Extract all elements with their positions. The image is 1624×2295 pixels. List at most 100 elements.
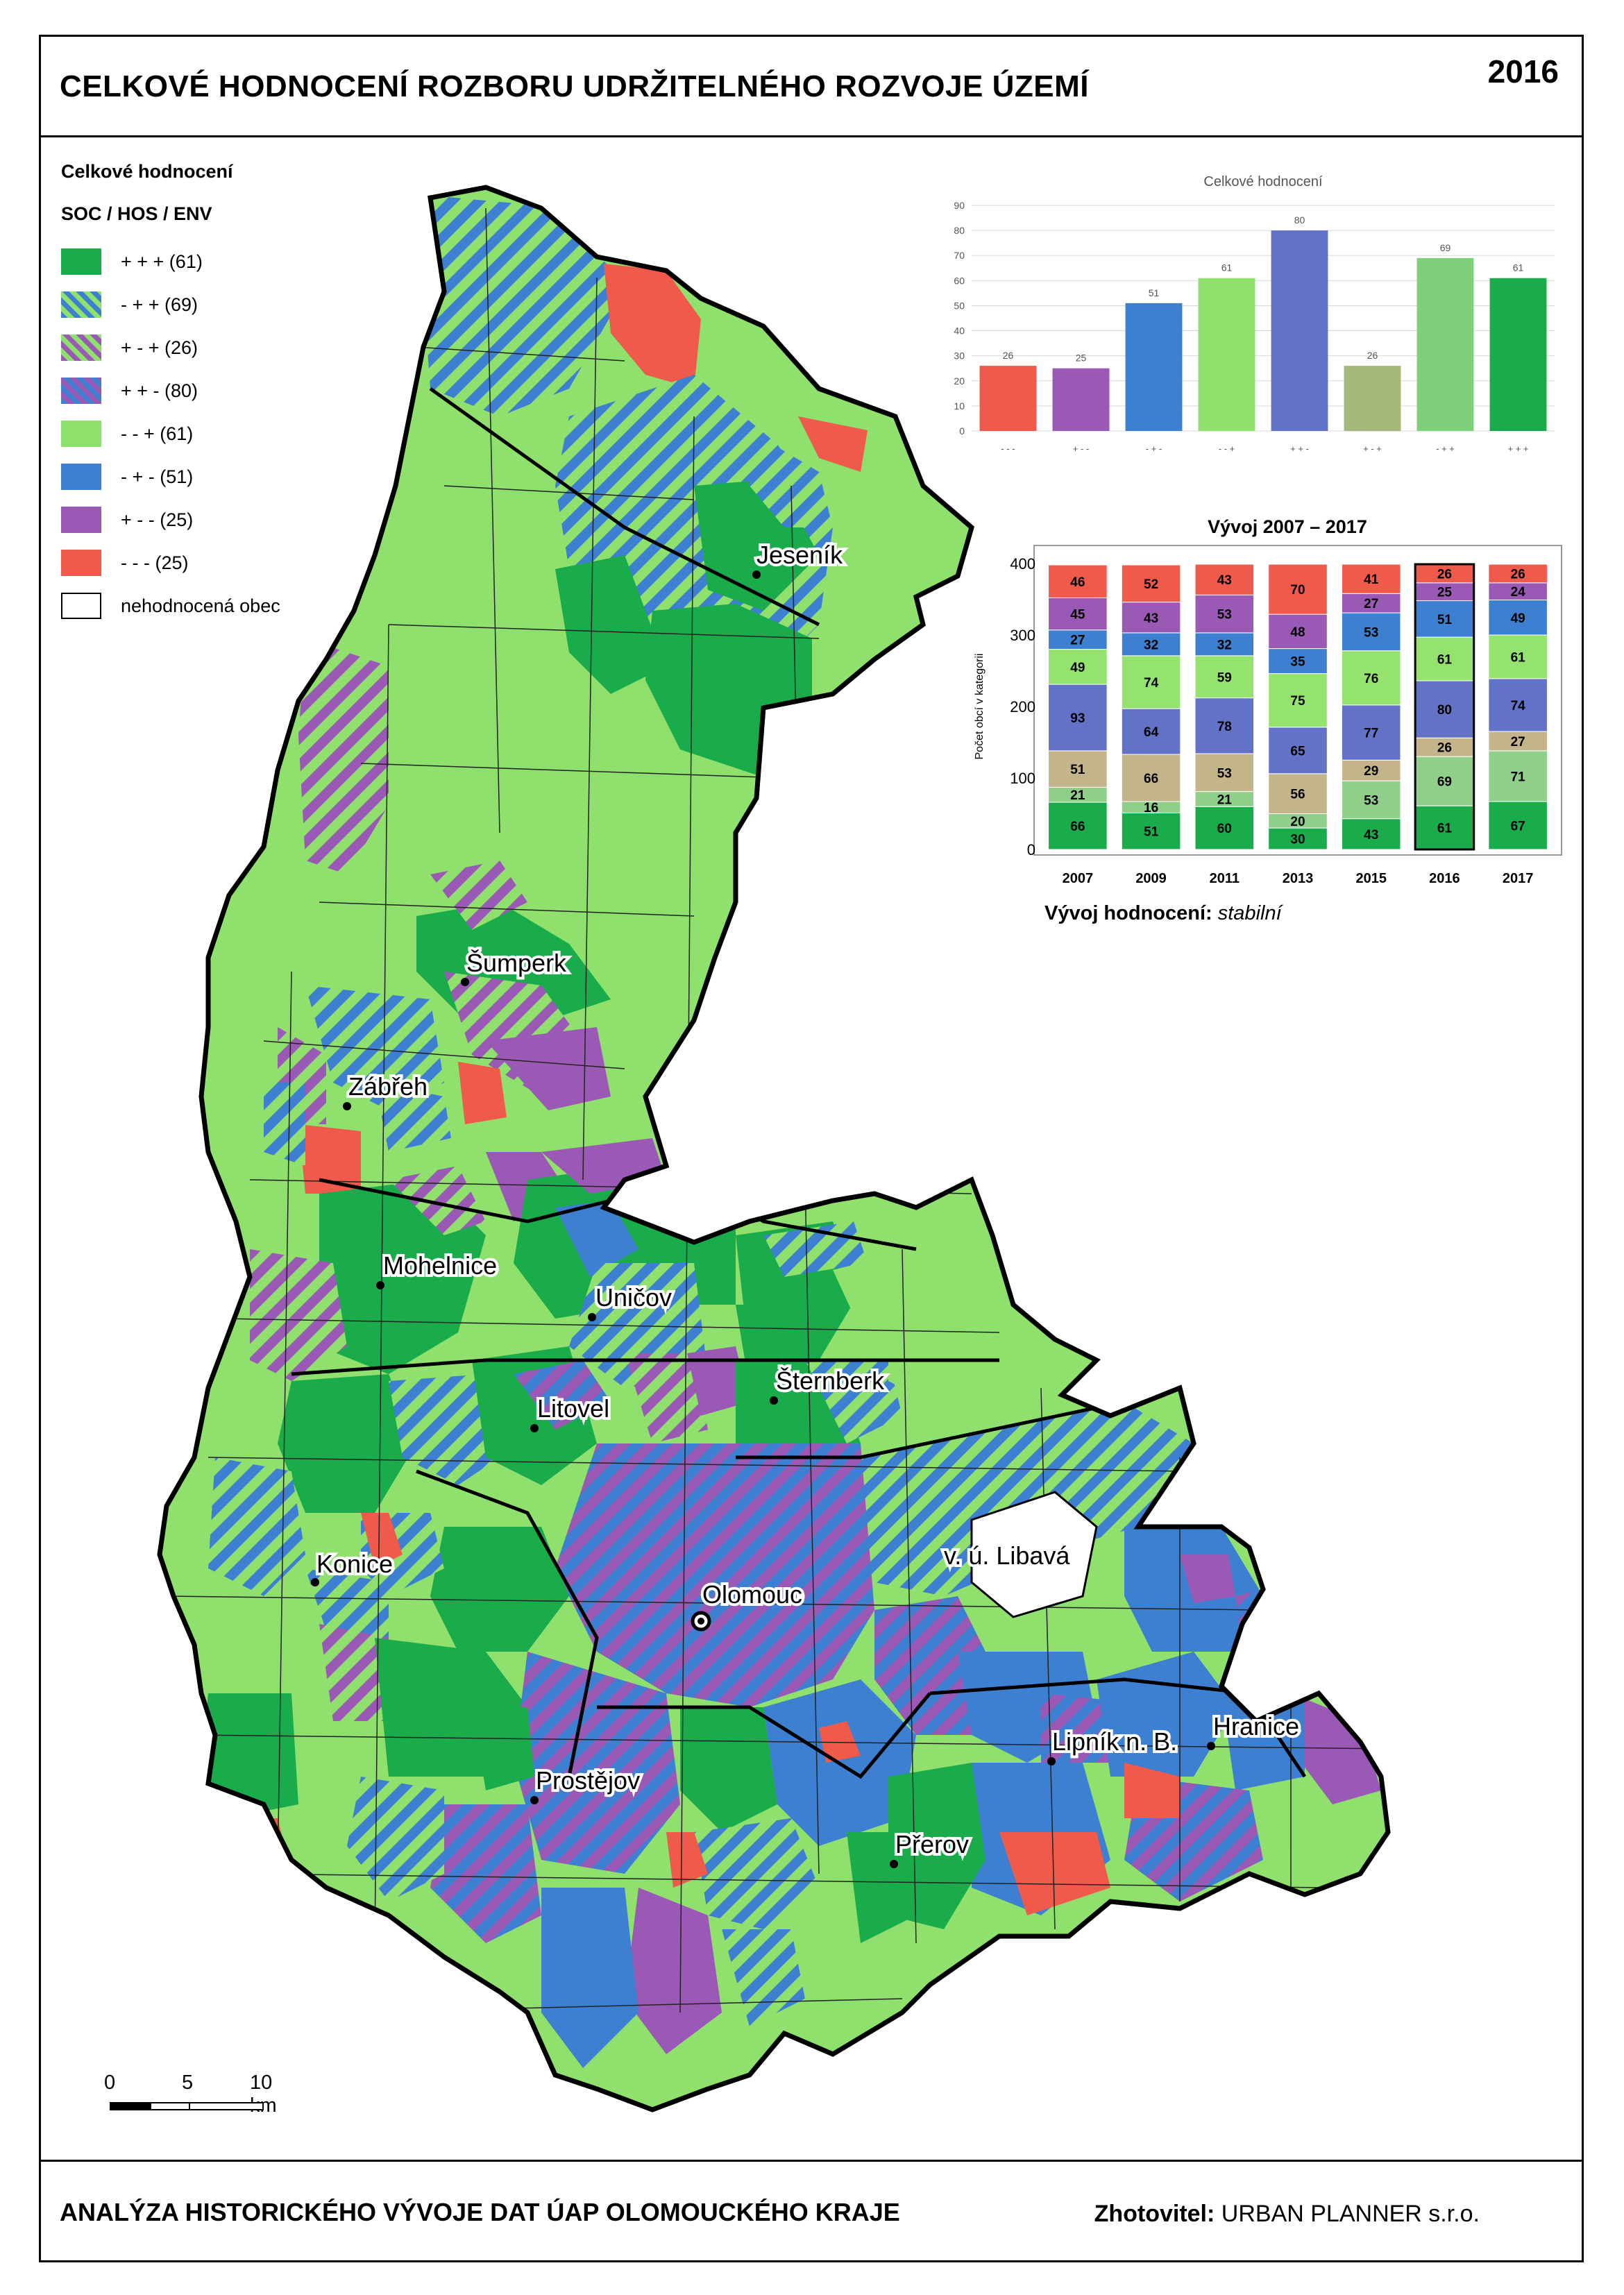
segment-value-label: 61 <box>1511 650 1526 665</box>
legend-items: + + + (61) - + + (69) + - + (26) + + - (80)… <box>61 240 280 627</box>
district-borders <box>291 387 1307 1779</box>
segment-value-label: 51 <box>1144 825 1159 840</box>
unevaluated-area <box>970 1491 1098 1618</box>
town-label-hranice: Hranice <box>1213 1712 1299 1741</box>
segment-value-label: 29 <box>1364 764 1378 779</box>
stacked-segment <box>1488 678 1548 732</box>
legend-label: - + + (69) <box>121 294 198 315</box>
stacked-segment <box>1121 564 1181 603</box>
scale-segment-2 <box>150 2102 190 2110</box>
segment-value-label: 27 <box>1070 634 1085 648</box>
x-tick-label: + + - <box>1290 443 1309 454</box>
legend-label: - + - (51) <box>121 466 194 487</box>
legend-item: + - - (25) <box>61 498 280 541</box>
town-label-litovel: Litovel <box>537 1394 609 1423</box>
stacked-segment <box>1488 634 1548 679</box>
author-label: Zhotovitel: <box>1094 2201 1215 2227</box>
segment-value-label: 71 <box>1511 770 1526 784</box>
x-tick-label: 2016 <box>1429 871 1460 886</box>
x-tick-label: - - - <box>1001 443 1015 454</box>
legend-item: - - + (61) <box>61 412 280 455</box>
stacked-segment <box>1341 818 1401 850</box>
stacked-segment <box>1414 636 1475 681</box>
stacked-segment <box>1268 613 1328 650</box>
stacked-segment <box>1194 564 1255 595</box>
stacked-segment <box>1341 593 1401 613</box>
y-tick-label: 80 <box>954 225 965 236</box>
legend-item: + + - (80) <box>61 369 280 412</box>
stacked-segment <box>1414 805 1475 850</box>
stacked-segment <box>1341 564 1401 594</box>
bar-value-label: 25 <box>1076 353 1087 364</box>
page-title: CELKOVÉ HODNOCENÍ ROZBORU UDRŽITELNÉHO R… <box>60 69 1089 103</box>
legend-item: - + - (51) <box>61 455 280 498</box>
stacked-segment <box>1268 727 1328 774</box>
segment-value-label: 74 <box>1511 699 1526 713</box>
legend-swatch <box>61 291 101 318</box>
chart-title: Vývoj 2007 – 2017 <box>1208 516 1367 537</box>
trend-value: stabilní <box>1217 902 1282 924</box>
trend-stacked-chart: Vývoj 2007 – 2017 0 100 200 300 400 Počet obcí… <box>974 516 1562 886</box>
stacked-segment <box>1121 602 1181 634</box>
footer: ANALÝZA HISTORICKÉHO VÝVOJE DAT ÚAP OLOM… <box>39 2160 1584 2262</box>
stacked-segment <box>1194 697 1255 754</box>
town-label-olomouc: Olomouc <box>702 1580 802 1609</box>
segment-value-label: 65 <box>1290 744 1305 759</box>
legend-label: nehodnocená obec <box>121 595 280 616</box>
chart-title: Celkové hodnocení <box>1203 174 1323 189</box>
segment-value-label: 61 <box>1437 653 1453 668</box>
bar <box>1125 303 1183 431</box>
segment-value-label: 27 <box>1364 597 1378 611</box>
scale-segment-1 <box>110 2102 151 2110</box>
segment-value-label: 43 <box>1364 828 1378 842</box>
legend-subtitle: SOC / HOS / ENV <box>61 203 212 224</box>
segment-value-label: 77 <box>1364 727 1378 741</box>
segment-value-label: 52 <box>1144 577 1158 592</box>
segment-value-label: 26 <box>1437 741 1452 756</box>
town-label-konice: Konice <box>316 1550 393 1578</box>
town-label-sumperk: Šumperk <box>466 949 567 977</box>
segment-value-label: 60 <box>1217 822 1232 836</box>
x-tick-label: + - + <box>1363 443 1382 454</box>
segment-value-label: 35 <box>1290 655 1305 670</box>
stacked-segment <box>1048 597 1108 631</box>
segment-value-label: 26 <box>1511 567 1525 582</box>
stacked-segment <box>1268 673 1328 728</box>
x-tick-label: - + + <box>1436 443 1455 454</box>
segment-value-label: 93 <box>1070 711 1085 726</box>
stacked-segment <box>1121 632 1181 657</box>
area-label-libava: v. ú. Libavá <box>944 1541 1070 1570</box>
stacked-segment <box>1121 812 1181 850</box>
stacked-segment <box>1121 708 1181 755</box>
segment-value-label: 49 <box>1070 661 1085 675</box>
segment-value-label: 70 <box>1290 583 1305 598</box>
bar-value-label: 26 <box>1003 350 1014 361</box>
legend-item: + - + (26) <box>61 326 280 369</box>
segment-value-label: 74 <box>1144 676 1159 691</box>
y-tick-label: 300 <box>1010 627 1035 644</box>
trend-label: Vývoj hodnocení: <box>1044 902 1212 924</box>
scale-label-0: 0 <box>104 2072 116 2094</box>
stacked-segment <box>1268 827 1328 850</box>
legend-label: + - - (25) <box>121 509 194 530</box>
stacked-segment <box>1341 780 1401 820</box>
segment-value-label: 48 <box>1290 625 1305 640</box>
y-tick-label: 0 <box>959 425 965 437</box>
stacked-segment <box>1048 750 1108 788</box>
stacked-segment <box>1268 564 1328 615</box>
stacked-segment <box>1048 629 1108 650</box>
segment-value-label: 27 <box>1511 735 1525 750</box>
legend-swatch <box>61 421 101 447</box>
stacked-segment <box>1341 650 1401 706</box>
stacked-segment <box>1194 655 1255 699</box>
legend-label: - - - (25) <box>121 552 189 573</box>
year-label: 2016 <box>1487 53 1559 90</box>
stacked-segment <box>1048 564 1108 598</box>
segment-value-label: 64 <box>1144 725 1159 740</box>
segment-value-label: 51 <box>1437 613 1453 627</box>
y-tick-label: 50 <box>954 300 965 311</box>
stacked-segment <box>1488 600 1548 636</box>
category-bar-chart: Celkové hodnocení 0 10 20 30 40 50 60 70 80 90 26 - … <box>930 164 1568 469</box>
segment-value-label: 21 <box>1217 793 1233 807</box>
